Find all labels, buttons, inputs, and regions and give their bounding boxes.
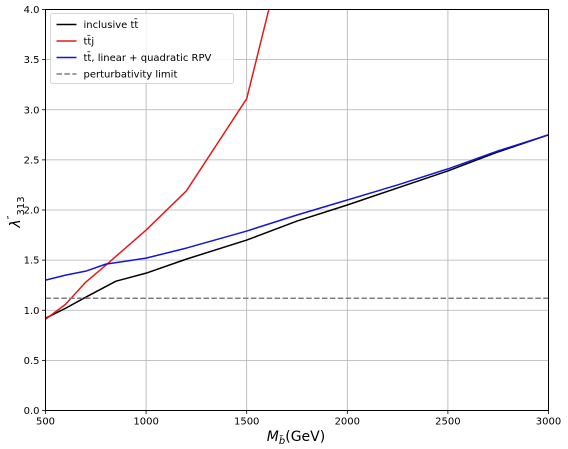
- y-tick-label: 0.0: [24, 406, 40, 417]
- ticks: 500 1000 1500 2000 2500 3000 0.0 0.5 1.0 1.5 2.0 2.…: [24, 5, 562, 428]
- series-line-0: [45, 134, 549, 319]
- legend-label-3: perturbativity limit: [84, 70, 178, 81]
- y-axis-label-sup: ″: [6, 215, 17, 219]
- y-axis-label-sub: 313: [16, 196, 27, 215]
- x-tick-label: 1000: [133, 417, 158, 428]
- y-tick-label: 1.5: [24, 256, 40, 267]
- legend-label-2: tt̄, linear + quadratic RPV: [84, 51, 212, 64]
- legend-label-0: inclusive tt̄: [84, 18, 139, 31]
- series-lines: [45, 9, 549, 320]
- x-tick-label: 500: [36, 417, 55, 428]
- y-tick-label: 0.5: [24, 356, 40, 367]
- series-line-2: [45, 134, 549, 281]
- legend-box: [50, 13, 234, 84]
- legend: inclusive tt̄ tt̄j tt̄, linear + quadratic…: [50, 13, 234, 84]
- x-tick-label: 3000: [536, 417, 561, 428]
- x-tick-label: 2500: [435, 417, 460, 428]
- x-axis-label-sub: b̃: [279, 434, 285, 447]
- y-axis-label-base: λ: [8, 219, 24, 228]
- x-axis-label: Mb̃(GeV): [267, 429, 325, 447]
- y-tick-label: 1.0: [24, 306, 40, 317]
- x-axis-label-rest: (GeV): [285, 429, 325, 445]
- x-tick-label: 2000: [335, 417, 360, 428]
- y-tick-label: 2.5: [24, 155, 40, 166]
- y-tick-label: 2.0: [24, 206, 40, 217]
- y-tick-label: 3.0: [24, 105, 40, 116]
- y-tick-label: 3.5: [24, 55, 40, 66]
- x-axis-label-base: M: [267, 429, 279, 445]
- legend-label-1: tt̄j: [84, 35, 95, 48]
- y-tick-label: 4.0: [24, 5, 40, 16]
- series-line-1: [45, 9, 270, 320]
- x-tick-label: 1500: [234, 417, 259, 428]
- y-axis-label: λ″313: [6, 196, 27, 228]
